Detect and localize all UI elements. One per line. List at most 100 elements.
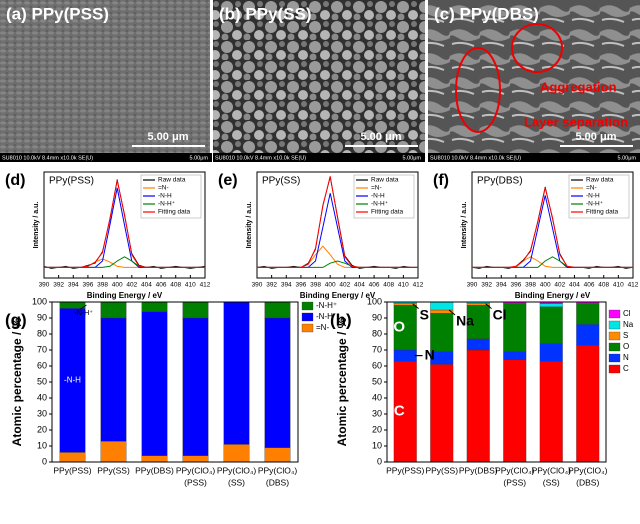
xps-curve <box>257 176 418 268</box>
x-tick-label: 408 <box>383 282 394 289</box>
legend-label: -N-H⁺ <box>586 201 604 208</box>
scale-label: 5.00 μm <box>148 131 189 143</box>
x-tick-label: 410 <box>398 282 409 289</box>
plot-frame <box>256 171 419 279</box>
bar-segment <box>264 447 291 463</box>
sem-image <box>428 0 640 162</box>
y-tick-label: 0 <box>377 456 382 466</box>
x-axis-label: Binding Energy / eV <box>300 291 376 300</box>
bar-segment <box>182 301 209 319</box>
bar-segment <box>576 345 600 463</box>
panel-label: (h) <box>330 310 352 329</box>
legend-swatch <box>608 320 621 330</box>
x-axis-label: Binding Energy / eV <box>87 291 163 300</box>
bar-segment <box>466 338 490 351</box>
y-tick-label: 10 <box>37 440 47 450</box>
info-scale: 5.00μm <box>618 155 637 161</box>
xps-curve <box>44 256 205 268</box>
x-tick-label: 404 <box>141 282 152 289</box>
y-axis-label: Intensity / a.u. <box>461 202 468 249</box>
x-tick-label: PPy(ClO₄) <box>495 465 535 475</box>
bar-segment <box>59 452 86 463</box>
x-tick-label: 410 <box>613 282 624 289</box>
y-tick-label: 30 <box>37 408 47 418</box>
bar-segment <box>576 324 600 346</box>
x-tick-label: 406 <box>584 282 595 289</box>
x-tick-label: 398 <box>97 282 108 289</box>
annotation: S <box>420 306 429 322</box>
y-tick-label: 60 <box>37 360 47 370</box>
plot-frame <box>471 171 634 279</box>
panel-label: (c) PPy(DBS) <box>434 4 539 23</box>
leader <box>448 309 456 316</box>
panel-label: (e) <box>218 172 238 189</box>
plot-frame <box>386 301 607 463</box>
panel-label: (a) PPy(PSS) <box>6 4 109 23</box>
legend-label: C <box>623 364 629 373</box>
x-tick-label: 412 <box>628 282 639 289</box>
bar-segment <box>59 301 86 309</box>
bar-segment <box>539 361 563 463</box>
panel-label: (d) <box>5 172 25 189</box>
y-tick-label: 20 <box>372 424 382 434</box>
y-tick-label: 10 <box>372 440 382 450</box>
x-tick-label: 410 <box>185 282 196 289</box>
plot-frame <box>43 171 206 279</box>
x-tick-label: (PSS) <box>184 477 207 487</box>
legend-label: -N-H⁺ <box>158 201 176 208</box>
leader <box>485 303 492 309</box>
x-tick-label: 392 <box>481 282 492 289</box>
bar-segment <box>539 343 563 362</box>
legend-label: Raw data <box>158 177 186 184</box>
legend-label: Fitting data <box>158 209 191 216</box>
y-tick-label: 0 <box>42 456 47 466</box>
bar-segment <box>141 301 168 312</box>
xps-curve <box>257 245 418 268</box>
scale-label: 5.00 μm <box>576 131 617 143</box>
y-tick-label: 30 <box>372 408 382 418</box>
y-tick-label: 50 <box>372 376 382 386</box>
y-tick-label: 100 <box>367 296 382 306</box>
xps-curve <box>472 256 633 268</box>
x-tick-label: 392 <box>266 282 277 289</box>
bar-segment <box>223 301 250 445</box>
panel-label: (b) PPy(SS) <box>219 4 312 23</box>
y-tick-label: 60 <box>372 360 382 370</box>
info-strip <box>213 153 425 162</box>
legend-swatch <box>608 364 621 374</box>
legend-label: Fitting data <box>586 209 619 216</box>
x-tick-label: 402 <box>126 282 137 289</box>
bar-segment <box>141 455 168 463</box>
y-axis-label: Atomic percentage / % <box>10 317 24 446</box>
legend-label: -N-H⁺ <box>371 201 389 208</box>
leader <box>80 304 87 310</box>
y-tick-label: 20 <box>37 424 47 434</box>
legend-label: -N-H <box>158 193 172 200</box>
legend-label: Na <box>623 320 634 329</box>
x-tick-label: 412 <box>413 282 424 289</box>
annotation: Na <box>456 313 474 329</box>
x-tick-label: 390 <box>39 282 50 289</box>
legend-label: O <box>623 342 629 351</box>
x-tick-label: PPy(PSS) <box>53 465 91 475</box>
bar-segment <box>182 317 209 456</box>
y-axis-label: Atomic percentage / % <box>335 317 349 446</box>
x-tick-label: (SS) <box>228 477 245 487</box>
bar-segment <box>182 455 209 463</box>
plot-frame <box>51 301 299 463</box>
x-tick-label: 398 <box>525 282 536 289</box>
x-tick-label: 394 <box>496 282 507 289</box>
legend-swatch <box>301 323 314 333</box>
x-tick-label: 408 <box>598 282 609 289</box>
x-tick-label: PPy(SS) <box>97 465 130 475</box>
bar-segment <box>100 317 127 442</box>
legend-label: -N-H <box>316 312 333 321</box>
legend-label: =N- <box>316 323 329 332</box>
annotation-ring <box>455 47 501 133</box>
legend-swatch <box>301 312 314 322</box>
y-tick-label: 70 <box>37 344 47 354</box>
legend-label: =N- <box>158 185 169 192</box>
x-tick-label: 400 <box>325 282 336 289</box>
legend-swatch <box>301 301 314 311</box>
bar-segment <box>430 364 454 463</box>
